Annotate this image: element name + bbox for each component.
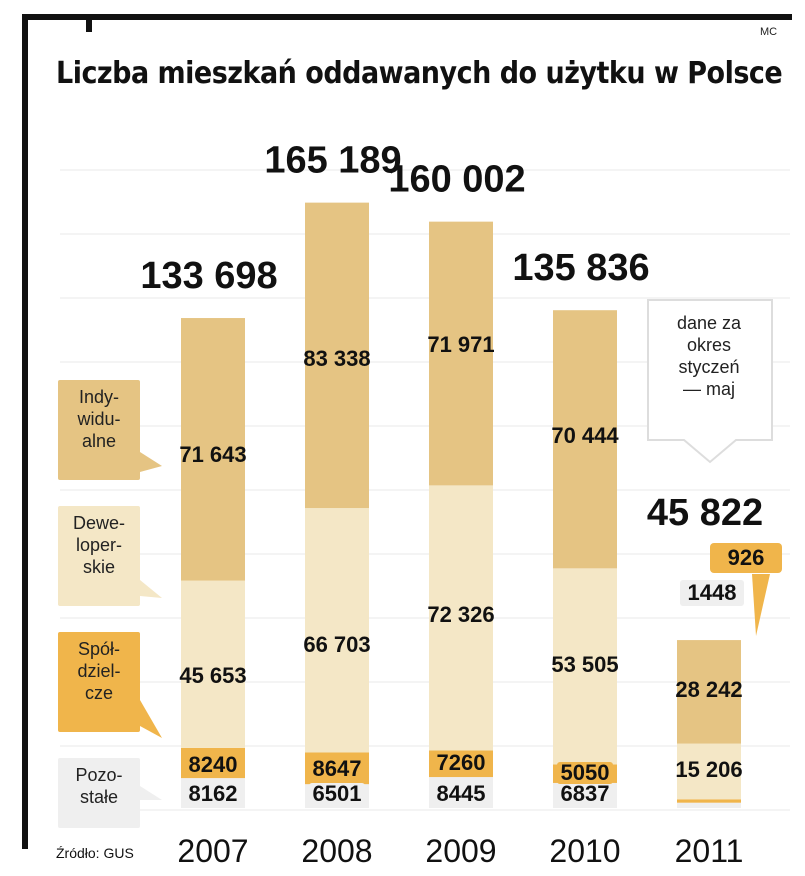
value-label-box xyxy=(557,762,613,784)
value-label: 1448 xyxy=(688,580,737,605)
legend-pozostale: Pozo- stałe xyxy=(58,758,140,828)
x-tick-label: 2007 xyxy=(177,833,248,869)
frame-top-border xyxy=(22,14,792,20)
value-label: 71 643 xyxy=(179,442,246,467)
legend-pointer xyxy=(140,786,162,800)
bar-segment xyxy=(553,310,617,569)
legend-pointer xyxy=(140,700,162,738)
legend-indywidualne-line: widu- xyxy=(77,409,121,429)
value-label-box xyxy=(309,758,365,780)
value-label: 8445 xyxy=(437,781,486,806)
value-label-box xyxy=(557,783,613,805)
value-label: 72 326 xyxy=(427,602,494,627)
total-label: 160 002 xyxy=(388,159,525,201)
value-label: 926 xyxy=(728,545,765,570)
legend-spoldzielcze-line: Spół- xyxy=(77,639,121,659)
value-label-box xyxy=(185,783,241,805)
legend-pozostale-line: Pozo- xyxy=(75,765,123,785)
period-note: dane za okres styczeń — maj xyxy=(660,312,758,400)
value-label: 15 206 xyxy=(675,757,742,782)
value-label-pointer xyxy=(752,574,770,636)
frame-tick xyxy=(86,14,92,32)
source-note: Źródło: GUS xyxy=(56,845,134,861)
value-label-box xyxy=(680,580,744,606)
value-label: 8162 xyxy=(189,781,238,806)
bar-segment xyxy=(677,799,741,803)
value-label-box xyxy=(433,752,489,774)
legend-deweloperskie-line: loper- xyxy=(75,535,123,555)
bar-segment xyxy=(305,202,369,509)
legend-indywidualne-line: alne xyxy=(81,431,117,451)
period-note-line: dane za xyxy=(676,313,742,333)
bar-segment xyxy=(429,485,493,751)
bar-segment xyxy=(677,802,741,808)
bar-segment xyxy=(181,318,245,581)
period-note-line: okres xyxy=(686,335,731,355)
period-note-line: — maj xyxy=(682,379,735,399)
value-label: 45 653 xyxy=(179,663,246,688)
x-tick-label: 2009 xyxy=(425,833,496,869)
total-label: 165 189 xyxy=(264,140,401,182)
x-tick-label: 2011 xyxy=(675,833,744,869)
value-label-box xyxy=(433,783,489,805)
chart-title: Liczba mieszkań oddawanych do użytku w P… xyxy=(56,56,783,91)
total-label: 133 698 xyxy=(140,255,277,297)
value-label: 8647 xyxy=(313,756,362,781)
legend-deweloperskie-line: Dewe- xyxy=(72,513,125,533)
legend-pointer xyxy=(140,580,162,598)
value-label: 8240 xyxy=(189,752,238,777)
value-label: 66 703 xyxy=(303,632,370,657)
legend-pointer xyxy=(140,452,162,472)
legend-pozostale-line: stałe xyxy=(79,787,119,807)
value-label: 7260 xyxy=(437,750,486,775)
value-label-box xyxy=(185,754,241,776)
period-note-box xyxy=(647,299,773,464)
value-label: 83 338 xyxy=(303,346,370,371)
bar-segment xyxy=(677,640,741,744)
legend-spoldzielcze: Spół- dziel- cze xyxy=(58,632,140,732)
bar-segment xyxy=(305,508,369,753)
bar-segment xyxy=(181,580,245,748)
bar-segment xyxy=(553,568,617,765)
value-label: 71 971 xyxy=(427,332,494,357)
legend-deweloperskie-line: skie xyxy=(82,557,115,577)
x-tick-label: 2008 xyxy=(301,833,372,869)
total-label: 135 836 xyxy=(512,247,649,289)
value-label-box xyxy=(710,543,782,573)
x-tick-label: 2010 xyxy=(549,833,620,869)
bar-segment xyxy=(677,743,741,800)
legend-indywidualne: Indy- widu- alne xyxy=(58,380,140,480)
value-label: 6837 xyxy=(561,781,610,806)
legend-indywidualne-line: Indy- xyxy=(78,387,120,407)
bar-segment xyxy=(429,221,493,486)
value-label: 5050 xyxy=(561,760,610,785)
legend-spoldzielcze-line: dziel- xyxy=(77,661,121,681)
author-signature: MC xyxy=(760,26,778,38)
value-label: 70 444 xyxy=(551,423,619,448)
frame-left-border xyxy=(22,14,28,849)
period-note-line: styczeń xyxy=(678,357,740,377)
value-label: 6501 xyxy=(313,781,362,806)
legend-deweloperskie: Dewe- loper- skie xyxy=(58,506,140,606)
legend-spoldzielcze-line: cze xyxy=(84,683,113,703)
value-label-box xyxy=(309,783,365,805)
total-label: 45 822 xyxy=(647,492,763,534)
value-label: 53 505 xyxy=(551,652,618,677)
value-label: 28 242 xyxy=(675,677,742,702)
